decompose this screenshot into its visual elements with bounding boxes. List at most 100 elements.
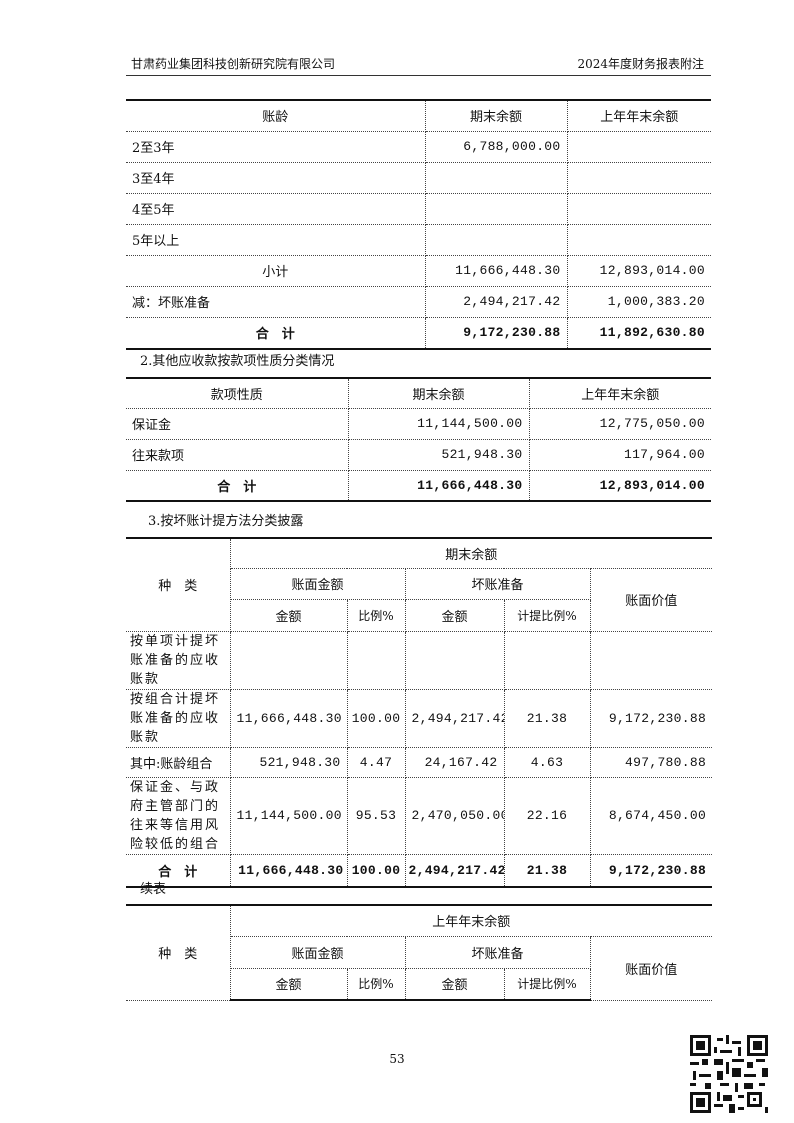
col-header: 上年年末余额 [566, 99, 711, 132]
col-header: 比例% [346, 598, 406, 632]
total-row: 合 计 11,666,448.30 12,893,014.00 [126, 469, 711, 502]
col-header: 金额 [404, 967, 505, 1001]
cell: 4.63 [503, 746, 591, 778]
cell: 其中:账龄组合 [126, 746, 231, 778]
cell: 1,000,383.20 [566, 285, 711, 318]
cell: 2,494,217.42 [424, 285, 568, 318]
col-header: 种 类 [126, 537, 231, 632]
total-row: 合 计 9,172,230.88 11,892,630.80 [126, 316, 711, 350]
nature-table: 款项性质 期末余额 上年年末余额 保证金 11,144,500.00 12,775,05… [126, 377, 711, 502]
cell: 11,666,448.30 [229, 853, 348, 888]
cell: 100.00 [346, 688, 406, 748]
cell: 95.53 [346, 776, 406, 855]
cell: 8,674,450.00 [589, 776, 713, 855]
col-header: 期末余额 [229, 537, 713, 569]
table-row: 减：坏账准备 2,494,217.42 1,000,383.20 [126, 285, 711, 318]
col-header: 计提比例% [503, 967, 590, 1001]
cell: 11,144,500.00 [347, 407, 530, 440]
table-row: 保证金 11,144,500.00 12,775,050.00 [126, 407, 711, 440]
cell: 3至4年 [126, 161, 426, 194]
col-header: 上年年末余额 [528, 377, 711, 409]
header-report-title: 2024年度财务报表附注 [577, 57, 704, 71]
cell: 21.38 [503, 688, 591, 748]
cell: 9,172,230.88 [589, 853, 713, 888]
cell [404, 630, 505, 690]
table-row: 其中:账龄组合 521,948.30 4.47 24,167.42 4.63 497,78… [126, 746, 713, 778]
cell: 21.38 [503, 853, 591, 888]
cell: 11,144,500.00 [229, 776, 348, 855]
section-caption: 3.按坏账计提方法分类披露 [148, 514, 304, 529]
cell: 11,666,448.30 [424, 254, 568, 287]
cell: 11,666,448.30 [347, 469, 530, 502]
table-row: 3至4年 [126, 161, 711, 194]
col-header: 账面金额 [230, 935, 406, 969]
col-header: 种 类 [126, 904, 231, 1001]
col-header: 金额 [230, 967, 348, 1001]
cell: 合 计 [126, 316, 426, 350]
header-divider [126, 75, 711, 76]
col-header: 账龄 [126, 99, 426, 132]
cell [566, 161, 711, 194]
provision-method-table: 种 类期末余额 账面金额 坏账准备 账面价值 金额 比例% 金额 计提比例% 按单项计提坏… [126, 537, 713, 888]
cell: 4至5年 [126, 192, 426, 225]
cell [589, 630, 713, 690]
cell: 小计 [126, 254, 426, 287]
cell [229, 630, 348, 690]
cell [566, 223, 711, 256]
col-header: 账面价值 [589, 567, 713, 632]
cell: 117,964.00 [528, 438, 711, 471]
table-row: 5年以上 [126, 223, 711, 256]
cell: 521,948.30 [347, 438, 530, 471]
cell: 2,470,050.00 [404, 776, 505, 855]
qr-code-icon [690, 1035, 768, 1113]
cell: 9,172,230.88 [424, 316, 568, 350]
cell [424, 161, 568, 194]
cell [346, 630, 406, 690]
continued-caption: 续表 [140, 882, 167, 897]
header-company: 甘肃药业集团科技创新研究院有限公司 [131, 57, 336, 71]
cell: 100.00 [346, 853, 406, 888]
cell [424, 223, 568, 256]
col-header: 计提比例% [503, 598, 590, 632]
col-header: 期末余额 [347, 377, 530, 409]
cell: 保证金、与政府主管部门的往来等信用风险较低的组合 [126, 776, 231, 855]
cell: 11,892,630.80 [566, 316, 711, 350]
cell: 按组合计提坏账准备的应收账款 [126, 688, 231, 748]
cell [566, 192, 711, 225]
cell [566, 130, 711, 163]
cell: 2,494,217.42 [404, 688, 505, 748]
cell: 12,775,050.00 [528, 407, 711, 440]
cell: 12,893,014.00 [528, 469, 711, 502]
cell: 2至3年 [126, 130, 426, 163]
table-row: 按单项计提坏账准备的应收账款 [126, 630, 713, 690]
table-row: 4至5年 [126, 192, 711, 225]
cell: 保证金 [126, 407, 349, 440]
cell: 合 计 [126, 853, 231, 888]
cell: 2,494,217.42 [404, 853, 505, 888]
table-row: 往来款项 521,948.30 117,964.00 [126, 438, 711, 471]
col-header: 坏账准备 [404, 567, 591, 600]
col-header: 期末余额 [424, 99, 568, 132]
col-header: 上年年末余额 [229, 904, 713, 937]
cell: 按单项计提坏账准备的应收账款 [126, 630, 231, 690]
cell: 24,167.42 [404, 746, 505, 778]
provision-method-table-continued: 种 类上年年末余额 账面金额 坏账准备 账面价值 金额 比例% 金额 计提比例% [126, 904, 713, 1001]
col-header: 金额 [404, 598, 505, 632]
cell: 减：坏账准备 [126, 285, 426, 318]
col-header: 坏账准备 [404, 935, 591, 969]
table-row: 保证金、与政府主管部门的往来等信用风险较低的组合 11,144,500.00 95.… [126, 776, 713, 855]
cell: 4.47 [346, 746, 406, 778]
table-row: 2至3年 6,788,000.00 [126, 130, 711, 163]
col-header: 账面金额 [230, 567, 406, 600]
cell [424, 192, 568, 225]
table-row: 按组合计提坏账准备的应收账款 11,666,448.30 100.00 2,494,2… [126, 688, 713, 748]
cell: 9,172,230.88 [589, 688, 713, 748]
cell: 合 计 [126, 469, 349, 502]
total-row: 合 计 11,666,448.30 100.00 2,494,217.42 21.38 9… [126, 853, 713, 888]
cell [503, 630, 591, 690]
col-header: 款项性质 [126, 377, 349, 409]
col-header: 比例% [346, 967, 406, 1001]
aging-table: 账龄 期末余额 上年年末余额 2至3年 6,788,000.00 3至4年 4至5年 … [126, 99, 711, 350]
cell: 497,780.88 [589, 746, 713, 778]
cell: 22.16 [503, 776, 591, 855]
